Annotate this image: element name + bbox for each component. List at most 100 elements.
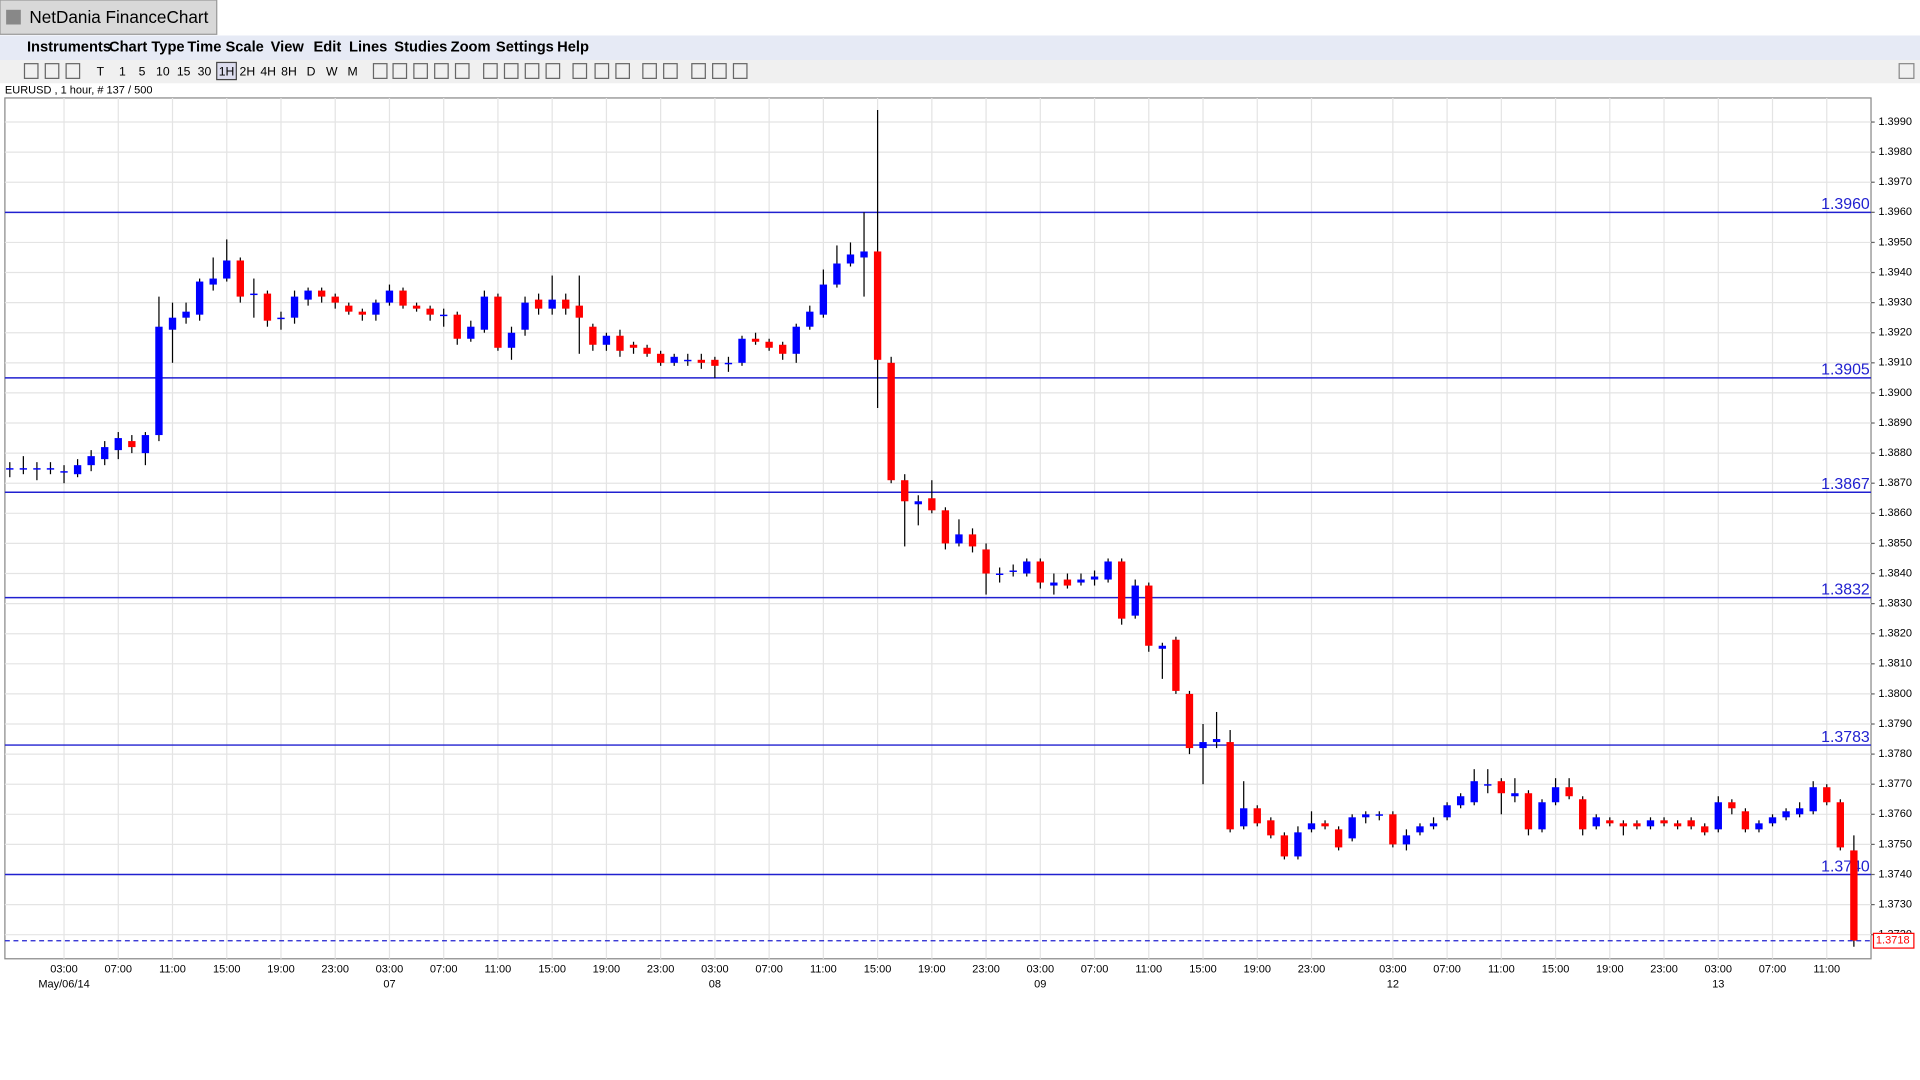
- candle-body: [6, 468, 14, 470]
- candle-body: [589, 326, 597, 345]
- toolbar-button[interactable]: W: [326, 64, 338, 78]
- toolbar-icon[interactable]: [615, 63, 630, 79]
- toolbar-icon[interactable]: [691, 63, 706, 79]
- candle-body: [426, 308, 434, 315]
- toolbar-button[interactable]: 30: [198, 64, 212, 78]
- toolbar-selected[interactable]: [216, 61, 237, 81]
- x-tick-label: 19:00: [1243, 964, 1271, 976]
- candle-body: [87, 456, 95, 466]
- toolbar-button[interactable]: T: [97, 64, 105, 78]
- toolbar-button[interactable]: 10: [156, 64, 170, 78]
- x-date-label: 12: [1387, 978, 1399, 990]
- toolbar-icon[interactable]: [732, 63, 748, 79]
- candle-body: [223, 260, 231, 279]
- candle-body: [399, 290, 407, 306]
- app-icon: [6, 9, 21, 25]
- plot-area: [4, 97, 1872, 960]
- menu-item[interactable]: Chart Type: [109, 40, 185, 56]
- x-tick-label: 23:00: [1650, 964, 1678, 976]
- toolbar-icon[interactable]: [372, 63, 388, 79]
- menu-item[interactable]: Time Scale: [187, 40, 263, 56]
- toolbar-button[interactable]: 1: [119, 64, 126, 78]
- menu-item[interactable]: Lines: [349, 40, 387, 56]
- candle-body: [1240, 808, 1248, 827]
- toolbar-button[interactable]: 1H: [219, 64, 235, 78]
- toolbar-button[interactable]: 5: [139, 64, 146, 78]
- x-tick-label: 15:00: [213, 964, 241, 976]
- toolbar-button[interactable]: 2H: [240, 64, 256, 78]
- candle-body: [711, 359, 719, 366]
- toolbar-icon[interactable]: [503, 63, 519, 79]
- menu-item[interactable]: Settings: [496, 40, 554, 56]
- candle-body: [1551, 787, 1560, 803]
- toolbar-button[interactable]: 8H: [281, 64, 297, 78]
- candle-body: [968, 534, 977, 547]
- toolbar-icon[interactable]: [1898, 63, 1915, 79]
- toolbar-button[interactable]: D: [307, 64, 316, 78]
- candle-body: [1633, 823, 1641, 827]
- candle-body: [656, 353, 665, 363]
- line-label: 1.3832: [1821, 581, 1870, 598]
- x-tick-label: 07:00: [1433, 964, 1461, 976]
- x-tick-label: 03:00: [50, 964, 78, 976]
- toolbar-icon[interactable]: [572, 63, 588, 79]
- y-tick-label: 1.3930: [1878, 297, 1912, 309]
- y-tick-label: 1.3730: [1878, 899, 1912, 911]
- toolbar-icon[interactable]: [594, 63, 610, 79]
- toolbar-button[interactable]: M: [348, 64, 358, 78]
- candle-body: [277, 317, 285, 320]
- candle-body: [1443, 805, 1451, 818]
- toolbar-icon[interactable]: [65, 63, 81, 79]
- menu-item[interactable]: Studies: [394, 40, 447, 56]
- toolbar-icon[interactable]: [712, 63, 727, 79]
- toolbar-icon[interactable]: [663, 63, 678, 79]
- x-tick-label: 11:00: [159, 964, 186, 976]
- toolbar-icon[interactable]: [44, 63, 60, 79]
- candle-body: [914, 501, 922, 505]
- toolbar-button[interactable]: 4H: [260, 64, 276, 78]
- candle-body: [101, 447, 109, 460]
- menu-item[interactable]: Zoom: [451, 40, 491, 56]
- x-date-label: 08: [709, 978, 721, 990]
- candle-body: [1253, 808, 1261, 824]
- candle-body: [372, 302, 380, 315]
- candle-body: [1850, 850, 1858, 941]
- candle-body: [684, 359, 692, 362]
- toolbar-icon[interactable]: [524, 63, 540, 79]
- candle-body: [128, 441, 136, 448]
- x-tick-label: 19:00: [593, 964, 621, 976]
- toolbar-icon[interactable]: [434, 63, 449, 79]
- candle-body: [602, 335, 611, 345]
- toolbar-icon[interactable]: [483, 63, 498, 79]
- candle-body: [1619, 823, 1628, 827]
- toolbar-icon[interactable]: [545, 63, 561, 79]
- candle-body: [1782, 811, 1790, 818]
- y-tick-label: 1.3950: [1878, 236, 1912, 248]
- menu-item[interactable]: View: [271, 40, 305, 56]
- candle-body: [806, 311, 814, 327]
- toolbar-icon[interactable]: [392, 63, 408, 79]
- line-label: 1.3867: [1821, 476, 1870, 493]
- toolbar-icon[interactable]: [642, 63, 657, 79]
- y-tick-label: 1.3890: [1878, 417, 1912, 429]
- app-title: NetDania FinanceChart: [29, 7, 208, 27]
- menu-item[interactable]: Help: [557, 40, 589, 56]
- menu-item[interactable]: Edit: [313, 40, 341, 56]
- toolbar-button[interactable]: 15: [177, 64, 191, 78]
- candle-body: [1389, 814, 1397, 845]
- y-tick-label: 1.3800: [1878, 688, 1912, 700]
- candle-body: [1728, 802, 1736, 809]
- toolbar-icon[interactable]: [23, 63, 39, 79]
- toolbar-icon[interactable]: [413, 63, 428, 79]
- candle-body: [738, 338, 746, 363]
- menu-item[interactable]: Instruments: [27, 40, 111, 56]
- candle-body: [1565, 787, 1573, 797]
- toolbar-icon[interactable]: [454, 63, 470, 79]
- candle-body: [670, 356, 678, 363]
- line-label: 1.3783: [1821, 729, 1870, 746]
- candle-body: [751, 338, 760, 342]
- x-date-label: 13: [1712, 978, 1724, 990]
- y-tick-label: 1.3980: [1878, 146, 1912, 158]
